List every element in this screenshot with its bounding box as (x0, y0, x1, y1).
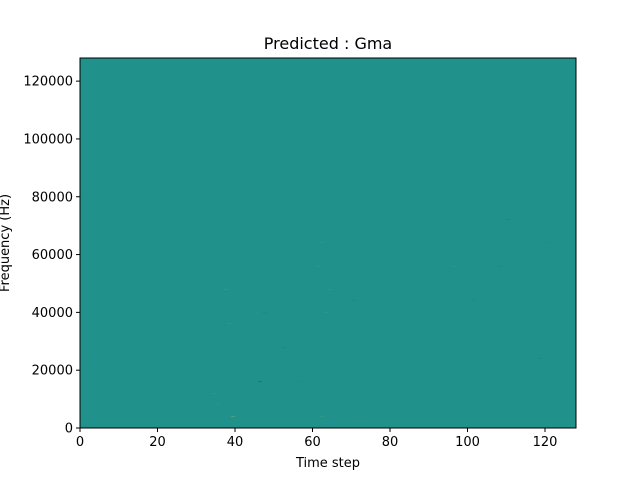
y-axis-label: Frequency (Hz) (0, 194, 13, 292)
x-tick-label: 0 (76, 435, 84, 450)
x-tick-label: 20 (149, 435, 166, 450)
y-axis: 0 20000 40000 60000 80000 100000 120000 (23, 75, 80, 437)
x-tick-label: 60 (304, 435, 321, 450)
plot-area (80, 58, 576, 428)
y-tick-label: 120000 (23, 75, 73, 90)
y-tick-label: 60000 (32, 248, 73, 263)
x-axis-label: Time step (295, 456, 360, 471)
heatmap-background (80, 58, 576, 428)
x-tick-label: 100 (455, 435, 480, 450)
y-tick-label: 20000 (32, 364, 73, 379)
heatmap-cells (80, 69, 576, 428)
x-tick-label: 120 (533, 435, 558, 450)
y-tick-label: 0 (65, 422, 73, 437)
plot-frame (79, 57, 577, 429)
x-tick-label: 40 (227, 435, 244, 450)
x-tick-label: 80 (382, 435, 399, 450)
y-tick-label: 100000 (23, 132, 73, 147)
y-tick-label: 80000 (32, 190, 73, 205)
chart-title: Predicted : Gma (264, 34, 392, 53)
x-axis: 0 20 40 60 80 100 120 (76, 428, 558, 450)
y-tick-label: 40000 (32, 306, 73, 321)
